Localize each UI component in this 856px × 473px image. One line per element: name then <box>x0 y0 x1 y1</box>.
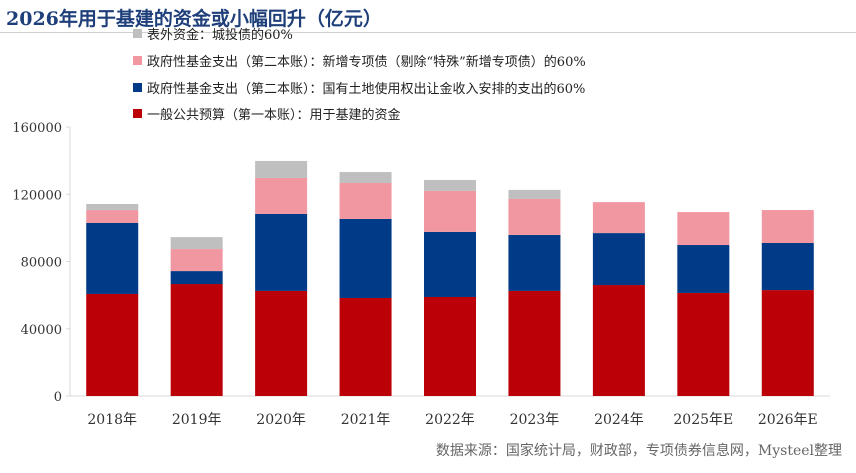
legend-item: 表外资金：城投债的60% <box>133 24 293 43</box>
bar-segment <box>170 237 223 250</box>
bar-segment <box>339 182 392 219</box>
y-tick-label: 0 <box>54 390 62 405</box>
x-tick-label: 2018年 <box>87 412 137 428</box>
legend-label: 表外资金：城投债的60% <box>147 28 293 43</box>
x-tick-label: 2023年 <box>510 412 560 428</box>
bar-segment <box>592 233 645 286</box>
bar-segment <box>677 212 730 246</box>
legend-swatch <box>133 56 142 65</box>
y-tick-label: 120000 <box>12 188 62 203</box>
bar-segment <box>170 284 223 396</box>
bar-segment <box>255 177 308 214</box>
legend-item: 政府性基金支出（第二本账）：新增专项债（剔除“特殊”新增专项债）的60% <box>133 51 586 70</box>
bar-segment <box>508 198 561 235</box>
bar-segment <box>761 210 814 244</box>
legend-label: 政府性基金支出（第二本账）：国有土地使用权出让金收入安排的支出的60% <box>147 82 586 97</box>
x-tick-label: 2025年E <box>673 412 733 428</box>
source-note: 数据来源：国家统计局，财政部，专项债券信息网，Mysteel整理 <box>435 443 842 459</box>
bar-segment <box>255 213 308 291</box>
legend-swatch <box>133 83 142 92</box>
bar-segment <box>86 222 139 294</box>
bar-segment <box>424 179 476 191</box>
legend-item: 政府性基金支出（第二本账）：国有土地使用权出让金收入安排的支出的60% <box>133 78 585 97</box>
bar-segment <box>339 297 392 396</box>
bar-segment <box>170 271 223 285</box>
bar-segment <box>508 290 561 396</box>
bar-segment <box>677 245 730 293</box>
legend-item: 一般公共预算（第一本账）：用于基建的资金 <box>133 104 401 123</box>
bar-segment <box>86 293 139 396</box>
bar-segment <box>255 160 308 178</box>
bar-segment <box>761 243 814 291</box>
y-tick-label: 40000 <box>21 323 62 338</box>
bar-segment <box>255 290 308 396</box>
x-tick-label: 2021年 <box>341 412 391 428</box>
bar-segment <box>339 172 392 183</box>
y-tick-label: 80000 <box>21 256 62 271</box>
title-divider <box>0 32 856 33</box>
bar-segment <box>508 189 561 199</box>
legend-swatch <box>133 109 142 118</box>
x-tick-label: 2024年 <box>594 412 644 428</box>
bar-segment <box>424 296 476 396</box>
x-tick-label: 2019年 <box>172 412 222 428</box>
x-tick-label: 2026年E <box>758 412 818 428</box>
x-tick-label: 2020年 <box>256 412 306 428</box>
bar-segment <box>508 234 561 291</box>
legend-label: 政府性基金支出（第二本账）：新增专项债（剔除“特殊”新增专项债）的60% <box>147 55 586 70</box>
bar-segment <box>592 202 645 234</box>
chart-title: 2026年用于基建的资金或小幅回升（亿元） <box>6 8 382 30</box>
x-tick-label: 2022年 <box>425 412 475 428</box>
y-tick-label: 160000 <box>12 121 62 136</box>
bar-segment <box>761 290 814 396</box>
bar-segment <box>424 190 476 232</box>
bar-segment <box>170 249 223 272</box>
bar-segment <box>86 204 139 211</box>
bar-segment <box>339 218 392 298</box>
bar-segment <box>592 285 645 396</box>
legend-swatch <box>133 29 142 38</box>
legend-label: 一般公共预算（第一本账）：用于基建的资金 <box>147 108 401 123</box>
bar-segment <box>677 292 730 396</box>
bar-segment <box>424 231 476 297</box>
bar-segment <box>86 210 139 223</box>
